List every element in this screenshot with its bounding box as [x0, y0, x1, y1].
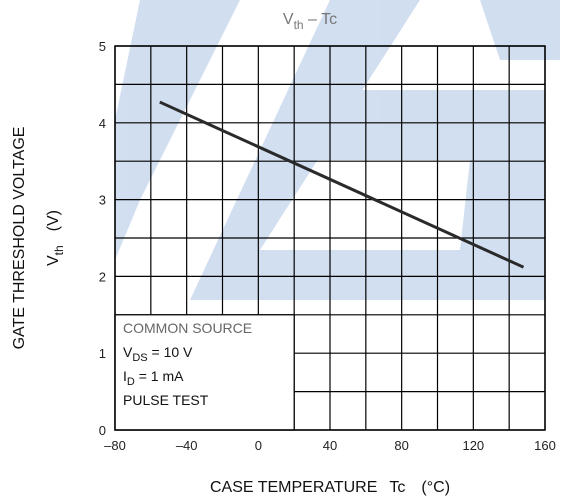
annotation-text: COMMON SOURCE: [123, 320, 252, 336]
annotation-part: I: [123, 368, 127, 384]
annotation-sub: DS: [132, 352, 147, 364]
annotation-text: VDS = 10 V: [123, 344, 193, 364]
y-tick-label: 2: [99, 269, 106, 284]
y-tick-label: 5: [99, 39, 106, 54]
y-axis-label: GATE THRESHOLD VOLTAGE: [11, 127, 28, 350]
x-tick-label: –80: [104, 438, 126, 453]
plot-border: [114, 45, 546, 431]
x-label-part: Tc: [389, 479, 405, 496]
annotation-part: V: [123, 344, 133, 360]
x-tick-label: 80: [394, 438, 408, 453]
y-label-part: V: [45, 255, 62, 266]
annotation-part: = 1 mA: [135, 368, 184, 384]
data-line: [159, 100, 525, 269]
annotation-text: ID = 1 mA: [123, 368, 184, 388]
x-label-part: (°C): [421, 479, 450, 496]
title-part: – Tc: [304, 11, 338, 28]
watermark-shape: [190, 0, 545, 300]
x-tick-label: –40: [176, 438, 198, 453]
watermark: [115, 0, 560, 300]
annotation-sub: D: [127, 376, 135, 388]
y-tick-label: 3: [99, 193, 106, 208]
annotation-text: PULSE TEST: [123, 392, 209, 408]
y-tick-label: 4: [99, 116, 106, 131]
y-tick-label: 0: [99, 423, 106, 438]
y-axis-label: Vth (V): [45, 210, 66, 266]
x-axis-label: CASE TEMPERATURE Tc (°C): [210, 479, 450, 496]
y-label-part: (V): [45, 210, 62, 231]
annotation-part: = 10 V: [148, 344, 193, 360]
x-label-part: CASE TEMPERATURE: [210, 479, 377, 496]
x-tick-label: 120: [462, 438, 484, 453]
watermark-shape: [115, 0, 240, 260]
x-tick-label: 40: [323, 438, 337, 453]
title-sub: th: [294, 18, 304, 32]
watermark-shape: [480, 0, 560, 60]
x-tick-label: 160: [534, 438, 556, 453]
plot-area: [114, 45, 546, 431]
title-part: V: [283, 11, 294, 28]
y-label-sub: th: [52, 245, 66, 255]
annotation-box: [114, 314, 295, 431]
chart-title: Vth – Tc: [283, 11, 337, 32]
y-tick-label: 1: [99, 346, 106, 361]
x-tick-label: 0: [255, 438, 262, 453]
